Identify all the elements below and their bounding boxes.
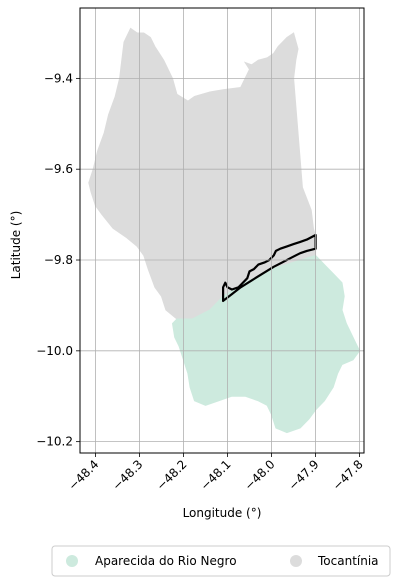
legend: Aparecida do Rio Negro Tocantínia bbox=[51, 545, 391, 577]
legend-swatch-aparecida bbox=[66, 555, 78, 567]
y-tick-label: −10.2 bbox=[36, 435, 73, 449]
x-tick-label: −48.1 bbox=[198, 457, 234, 493]
legend-label-tocantinia: Tocantínia bbox=[317, 554, 379, 568]
legend-box bbox=[51, 545, 391, 577]
y-tick-label: −9.4 bbox=[44, 71, 73, 85]
x-tick-label: −48.4 bbox=[66, 457, 102, 493]
y-axis-ticks: −9.4 −9.6 −9.8 −10.0 −10.2 bbox=[36, 71, 80, 449]
x-axis-title: Longitude (°) bbox=[183, 506, 262, 520]
x-axis-ticks: −48.4 −48.3 −48.2 −48.1 −48.0 −47.9 −47.8 bbox=[66, 453, 366, 493]
x-tick-label: −47.8 bbox=[330, 457, 366, 493]
legend-label-aparecida: Aparecida do Rio Negro bbox=[95, 554, 237, 568]
y-tick-label: −9.6 bbox=[44, 162, 73, 176]
y-axis-title: Latitude (°) bbox=[9, 211, 23, 280]
x-tick-label: −48.2 bbox=[154, 457, 190, 493]
x-tick-label: −48.3 bbox=[110, 457, 146, 493]
region-tocantinia bbox=[88, 27, 317, 320]
x-tick-label: −47.9 bbox=[286, 457, 322, 493]
x-tick-label: −48.0 bbox=[242, 457, 278, 493]
y-tick-label: −10.0 bbox=[36, 344, 73, 358]
legend-swatch-tocantinia bbox=[290, 555, 302, 567]
region-outline bbox=[222, 233, 317, 302]
y-tick-label: −9.8 bbox=[44, 253, 73, 267]
grid bbox=[80, 8, 364, 453]
plot-area bbox=[88, 27, 361, 434]
plot-frame bbox=[79, 7, 365, 454]
